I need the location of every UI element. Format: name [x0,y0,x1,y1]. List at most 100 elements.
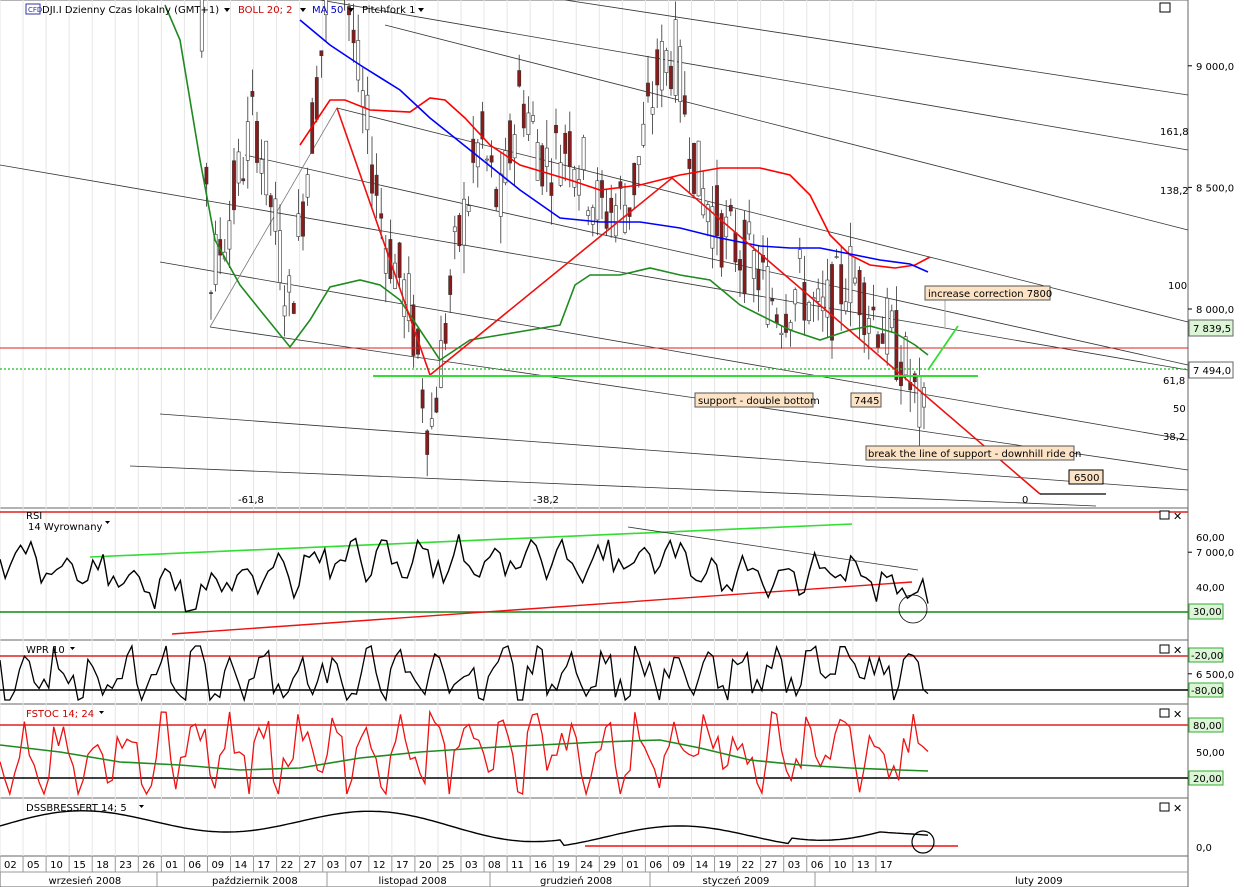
cfd-icon: CFD [28,6,42,14]
day-label: 01 [165,860,178,871]
close-icon[interactable]: ✕ [1173,802,1182,815]
month-label: listopad 2008 [379,876,447,887]
day-label: 16 [534,860,547,871]
annotation-box[interactable] [865,445,1075,461]
fib-label: 50 [1173,404,1186,415]
candle-body [595,180,600,221]
candle-body [581,137,586,170]
pitchfork-line [319,0,1189,151]
annotation-double-bottom[interactable]: support - double bottom [698,396,820,407]
pitchfork-label[interactable]: Pitchfork 1 [362,5,415,16]
day-label: 19 [557,860,570,871]
candle-body [636,156,641,166]
candle-body [682,95,687,115]
candle-body [278,230,282,283]
maximize-icon[interactable] [1159,644,1170,654]
candle-body [802,282,807,321]
pitchfork-line [159,261,1189,441]
candle-body [793,289,798,305]
candle-body [370,164,374,194]
fstoc-panel [0,703,1189,799]
day-label: 19 [719,860,732,871]
close-icon[interactable]: ✕ [1173,708,1182,721]
candle-body [922,387,926,408]
fib-label: -61,8 [238,495,264,506]
maximize-icon[interactable] [1159,802,1170,812]
candle-body [609,197,614,213]
annotation-correction[interactable]: increase correction 7800 [928,289,1052,300]
annotation-box[interactable] [850,392,882,408]
annotation-breakdown[interactable]: break the line of support - downhill rid… [868,449,1081,460]
candle-body [885,297,890,355]
annotation-6500[interactable]: 6500 [1074,473,1099,484]
dss-title[interactable]: DSSBRESSERT 14; 5 [26,803,127,814]
support-price-label: 7 494,0 [1193,366,1231,377]
moving-average-line [299,19,929,273]
candle-body [241,178,246,182]
day-label: 18 [96,860,109,871]
day-label: 10 [834,860,847,871]
fstoc-tag-label: 80,00 [1193,721,1222,732]
candle-body [554,124,558,134]
candle-body [830,264,834,341]
maximize-icon[interactable] [1159,510,1170,520]
annotation-box[interactable] [1068,469,1104,485]
rsi-title[interactable]: RSI [26,511,42,522]
close-icon[interactable]: ✕ [1173,644,1182,657]
price-tick-label: 6 500,0 [1196,670,1234,681]
rsi-trend-line [627,526,919,571]
candle-body [650,107,655,115]
candle-body [641,123,646,146]
pitchfork-line [564,0,1189,96]
day-label: 15 [73,860,86,871]
candle-body [420,389,425,409]
candle-body [549,182,554,196]
day-label: 03 [465,860,478,871]
fib-label: 61,8 [1163,376,1185,387]
rsi-panel [0,507,1189,641]
maximize-icon[interactable] [1159,2,1171,13]
candle-body [678,46,683,102]
day-label: 09 [672,860,685,871]
pitchfork-line [159,413,1189,491]
current-price-label: 7 839,5 [1193,324,1231,335]
annotation-box[interactable] [924,285,1051,301]
dss-highlight-circle [911,830,935,854]
candle-body [742,219,747,295]
candle-body [360,90,365,107]
price-panel [0,0,1189,509]
candle-body [236,151,241,184]
day-label: 14 [696,860,709,871]
candle-body [273,198,278,232]
fib-label: -38,2 [533,495,559,506]
wpr-title[interactable]: WPR 10 [26,645,65,656]
month-label: luty 2009 [1015,876,1063,887]
candle-body [480,111,485,140]
day-label: 06 [188,860,201,871]
rsi-subtitle[interactable]: 14 Wyrownany [28,522,103,533]
wpr-tag [1188,682,1224,698]
boll-label[interactable]: BOLL 20; 2 [238,5,293,16]
close-icon[interactable]: ✕ [1173,510,1182,523]
candle-body [199,0,204,52]
day-label: 22 [742,860,755,871]
fstoc-title[interactable]: FSTOC 14; 24 [26,709,94,720]
candle-body [807,302,811,322]
maximize-icon[interactable] [1159,708,1170,718]
correction-arrow [927,325,959,371]
candle-body [876,334,880,349]
candle-body [406,273,411,321]
rsi-tick: 40,00 [1196,583,1225,594]
annotation-box[interactable] [694,392,814,408]
candle-body [227,220,232,250]
candle-body [301,201,305,237]
candle-body [517,70,522,87]
ma-label[interactable]: MA 50 [312,5,343,16]
candle-body [917,375,922,428]
candle-body [558,162,563,186]
candle-body [862,282,867,335]
candle-body [857,269,862,316]
annotation-7445[interactable]: 7445 [854,396,879,407]
fib-label: 38,2 [1163,432,1185,443]
symbol-label[interactable]: DJI.I Dzienny Czas lokalny (GMT+1) [42,5,219,16]
